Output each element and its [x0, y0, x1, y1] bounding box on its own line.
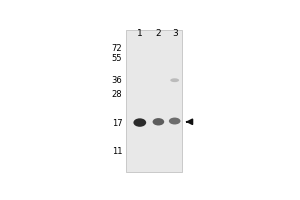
Text: 11: 11	[112, 147, 122, 156]
Text: 2: 2	[156, 29, 161, 38]
Text: 28: 28	[112, 90, 122, 99]
Ellipse shape	[169, 118, 181, 124]
Ellipse shape	[134, 118, 146, 127]
Ellipse shape	[170, 78, 179, 82]
Ellipse shape	[153, 118, 164, 125]
Text: 17: 17	[112, 119, 122, 128]
Text: 72: 72	[112, 44, 122, 53]
Text: 55: 55	[112, 54, 122, 63]
Bar	[126, 30, 182, 172]
Text: 1: 1	[137, 29, 143, 38]
Text: 36: 36	[112, 76, 122, 85]
Text: 3: 3	[172, 29, 178, 38]
